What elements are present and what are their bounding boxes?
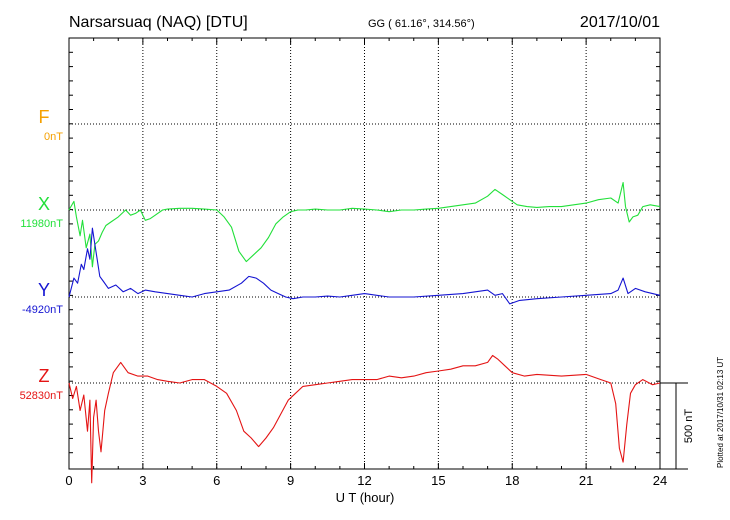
series-line-z xyxy=(68,354,661,484)
series-name-z: Z xyxy=(39,366,50,386)
series-labels: F 0nT X 11980nT Y -4920nT Z 52830nT xyxy=(20,107,64,402)
scale-bar-label: 500 nT xyxy=(683,409,695,444)
x-axis-title: U T (hour) xyxy=(336,490,395,505)
series-name-f: F xyxy=(39,107,50,127)
x-tick-label: 24 xyxy=(653,473,667,488)
series-baseline-y: -4920nT xyxy=(22,304,63,316)
station-title: Narsarsuaq (NAQ) [DTU] xyxy=(69,14,248,31)
x-tick-label: 15 xyxy=(431,473,445,488)
x-tick-label: 21 xyxy=(579,473,593,488)
series-name-y: Y xyxy=(38,280,50,300)
date-label: 2017/10/01 xyxy=(580,14,660,31)
grid xyxy=(69,38,660,469)
x-tick-label: 6 xyxy=(213,473,220,488)
x-axis: 0 3 6 9 12 15 18 21 24 xyxy=(65,38,667,488)
x-tick-label: 0 xyxy=(65,473,72,488)
series-lines xyxy=(68,181,661,484)
x-tick-label: 18 xyxy=(505,473,519,488)
plotted-at-footnote: Plotted at 2017/10/31 02:13 UT xyxy=(716,357,725,468)
scale-bar: 500 nT xyxy=(660,382,695,470)
geographic-coordinates: GG ( 61.16°, 314.56°) xyxy=(368,18,475,30)
series-baseline-z: 52830nT xyxy=(20,390,64,402)
series-name-x: X xyxy=(38,194,50,214)
series-line-y xyxy=(68,227,661,305)
series-baseline-x: 11980nT xyxy=(20,218,63,230)
x-tick-label: 9 xyxy=(287,473,294,488)
series-line-x xyxy=(68,181,661,268)
series-baseline-f: 0nT xyxy=(44,131,63,143)
x-tick-label: 3 xyxy=(139,473,146,488)
y-tick-marks xyxy=(69,51,660,454)
x-tick-label: 12 xyxy=(357,473,371,488)
